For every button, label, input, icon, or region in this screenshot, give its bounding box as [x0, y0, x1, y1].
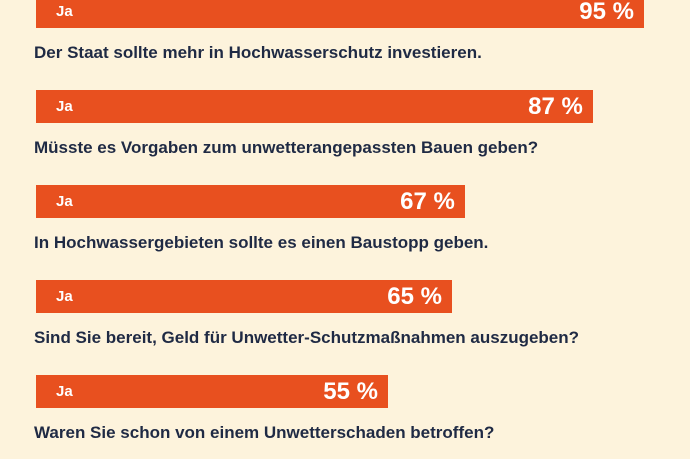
bar: Ja 67 % [36, 185, 465, 218]
bar-value-label: 65 % [387, 283, 442, 310]
question-text: Waren Sie schon von einem Unwetterschade… [34, 423, 495, 442]
bar: Ja 87 % [36, 90, 593, 123]
question-text: Müsste es Vorgaben zum unwetterangepasst… [34, 138, 539, 157]
bar-value-label: 87 % [528, 93, 583, 120]
bar-answer-label: Ja [56, 288, 73, 305]
question-text: In Hochwassergebieten sollte es einen Ba… [34, 233, 489, 252]
bar-answer-label: Ja [56, 383, 73, 400]
bar-answer-label: Ja [56, 3, 73, 20]
bar-answer-label: Ja [56, 193, 73, 210]
bar-value-label: 67 % [400, 188, 455, 215]
bar: Ja 95 % [36, 0, 644, 28]
bar: Ja 65 % [36, 280, 452, 313]
bar-answer-label: Ja [56, 98, 73, 115]
bar-value-label: 95 % [579, 0, 634, 25]
question-text: Sind Sie bereit, Geld für Unwetter-Schut… [34, 328, 580, 347]
bar-value-label: 55 % [323, 378, 378, 405]
question-text: Der Staat sollte mehr in Hochwasserschut… [34, 43, 482, 62]
bar: Ja 55 % [36, 375, 388, 408]
